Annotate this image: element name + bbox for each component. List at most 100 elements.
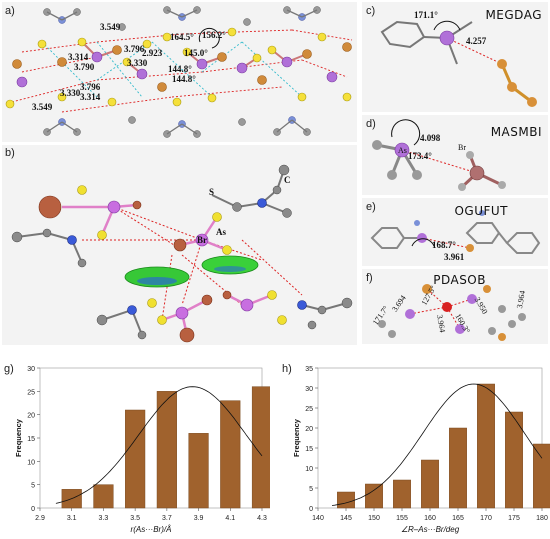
- histogram-bar: [421, 459, 439, 509]
- histogram-bar: [393, 479, 411, 509]
- distance-label: 2.923: [142, 48, 163, 58]
- x-tick-label: 4.1: [225, 515, 235, 522]
- csd-code: MEGDAG: [485, 8, 542, 22]
- panel-c-structure: [380, 20, 537, 107]
- panel-a-structure: [5, 6, 353, 138]
- y-tick-label: 25: [27, 389, 35, 396]
- distance-label: 3.314: [68, 52, 89, 62]
- panel-b: b) Br As S C: [2, 145, 357, 345]
- panel-b-structure: [11, 164, 353, 343]
- x-axis-title: r(As···Br)/Å: [131, 525, 172, 534]
- angle-label: 156.2°: [202, 30, 226, 40]
- panel-c-label: c): [366, 5, 376, 17]
- x-tick-label: 150: [368, 515, 380, 522]
- distance-label: 4.098: [420, 133, 441, 143]
- x-tick-label: 2.9: [35, 515, 45, 522]
- x-tick-label: 3.1: [67, 515, 77, 522]
- y-tick-label: 20: [27, 413, 35, 420]
- x-tick-label: 180: [536, 515, 548, 522]
- histogram-bar: [337, 491, 355, 509]
- panel-label: h): [282, 363, 292, 375]
- distance-label: 3.796: [80, 82, 101, 92]
- csd-code: MASMBI: [490, 125, 542, 139]
- angle-label: 168.7°: [432, 240, 456, 250]
- x-tick-label: 145: [340, 515, 352, 522]
- y-tick-label: 30: [27, 366, 35, 373]
- y-tick-label: 0: [309, 506, 313, 513]
- distance-label: 3.961: [444, 252, 465, 262]
- panel-c: c) MEGDAG 171.1° 4.257: [362, 2, 548, 112]
- histogram-bar: [220, 400, 241, 509]
- atom-label-br: Br: [197, 235, 207, 245]
- x-tick-label: 155: [396, 515, 408, 522]
- y-tick-label: 5: [31, 483, 35, 490]
- x-tick-label: 165: [452, 515, 464, 522]
- panel-e: e) OGUFUT 168.7° 3.961: [362, 198, 548, 266]
- x-tick-label: 175: [508, 515, 520, 522]
- atom-label-s: S: [209, 187, 215, 197]
- histogram-g: 0 5 10 15 20 25 30 2.9 3.1 3.3 3.5 3.7 3.9 4.1 4.3 r(As…: [4, 363, 270, 534]
- histogram-bar: [477, 383, 495, 509]
- panel-a-label: a): [5, 5, 15, 17]
- histogram-bar: [188, 433, 209, 509]
- y-tick-label: 15: [27, 436, 35, 443]
- panel-f-label: f): [366, 272, 373, 284]
- panel-b-label: b): [5, 147, 15, 159]
- x-tick-label: 4.3: [257, 515, 267, 522]
- panel-d-structure: [372, 119, 506, 191]
- x-axis-title: ∠R–As···Br/deg: [401, 525, 460, 534]
- y-tick-label: 25: [305, 406, 313, 413]
- angle-label: 144.8°: [168, 64, 192, 74]
- y-axis-title: Frequency: [292, 418, 301, 457]
- histogram-bar: [251, 386, 270, 509]
- panel-d-label: d): [366, 118, 376, 130]
- y-tick-label: 10: [305, 466, 313, 473]
- angle-label: 145.0°: [184, 48, 208, 58]
- distance-label: 3.549: [32, 102, 53, 112]
- x-tick-label: 3.5: [130, 515, 140, 522]
- y-tick-label: 5: [309, 486, 313, 493]
- distance-label: 3.330: [127, 58, 148, 68]
- y-tick-label: 15: [305, 446, 313, 453]
- atom-label-c: C: [284, 175, 291, 185]
- y-axis-title: Frequency: [14, 418, 23, 457]
- panel-d: d) MASMBI 4.098 173.4° As Br: [362, 115, 548, 195]
- histogram-bar: [93, 484, 114, 509]
- x-tick-label: 3.7: [162, 515, 172, 522]
- angle-label: 164.5°: [170, 32, 194, 42]
- x-tick-label: 3.9: [194, 515, 204, 522]
- atom-label-as: As: [216, 227, 227, 237]
- csd-code: PDASOB: [433, 273, 486, 287]
- histogram-bar: [156, 391, 177, 509]
- atom-label-as: As: [398, 146, 407, 155]
- distance-label: 3.549: [100, 22, 121, 32]
- x-tick-label: 3.3: [99, 515, 109, 522]
- panel-e-structure: [370, 210, 541, 254]
- y-tick-label: 20: [305, 426, 313, 433]
- histogram-bar: [533, 443, 550, 509]
- panel-label: g): [4, 363, 14, 375]
- panel-e-label: e): [366, 201, 376, 213]
- y-tick-label: 0: [31, 506, 35, 513]
- distance-label: 3.796: [124, 44, 145, 54]
- x-tick-label: 140: [312, 515, 324, 522]
- histogram-bar: [505, 411, 523, 509]
- x-tick-label: 170: [480, 515, 492, 522]
- y-tick-label: 30: [305, 386, 313, 393]
- histogram-bar: [365, 483, 383, 509]
- panel-a: a) 3.549 3.314 3.790 3.330 3.796 3.314 3…: [2, 2, 357, 142]
- csd-code: OGUFUT: [454, 204, 508, 218]
- y-tick-label: 35: [305, 366, 313, 373]
- panel-f: f) PDASOB 171.7° 3.694 127.5° 3.950 3.96…: [362, 269, 548, 344]
- distance-label: 4.257: [466, 36, 487, 46]
- distance-label: 3.314: [80, 92, 101, 102]
- atom-label-br: Br: [458, 143, 466, 152]
- distance-label: 3.790: [74, 62, 95, 72]
- histogram-bar: [125, 409, 146, 509]
- histogram-bar: [449, 427, 467, 509]
- angle-label: 144.8°: [172, 74, 196, 84]
- angle-label: 173.4°: [408, 151, 432, 161]
- normal-fit-curve: [55, 386, 263, 504]
- histogram-h: 0 5 10 15 20 25 30 35 140 145 150 155 160 165 170 175 18…: [282, 363, 550, 534]
- x-tick-label: 160: [424, 515, 436, 522]
